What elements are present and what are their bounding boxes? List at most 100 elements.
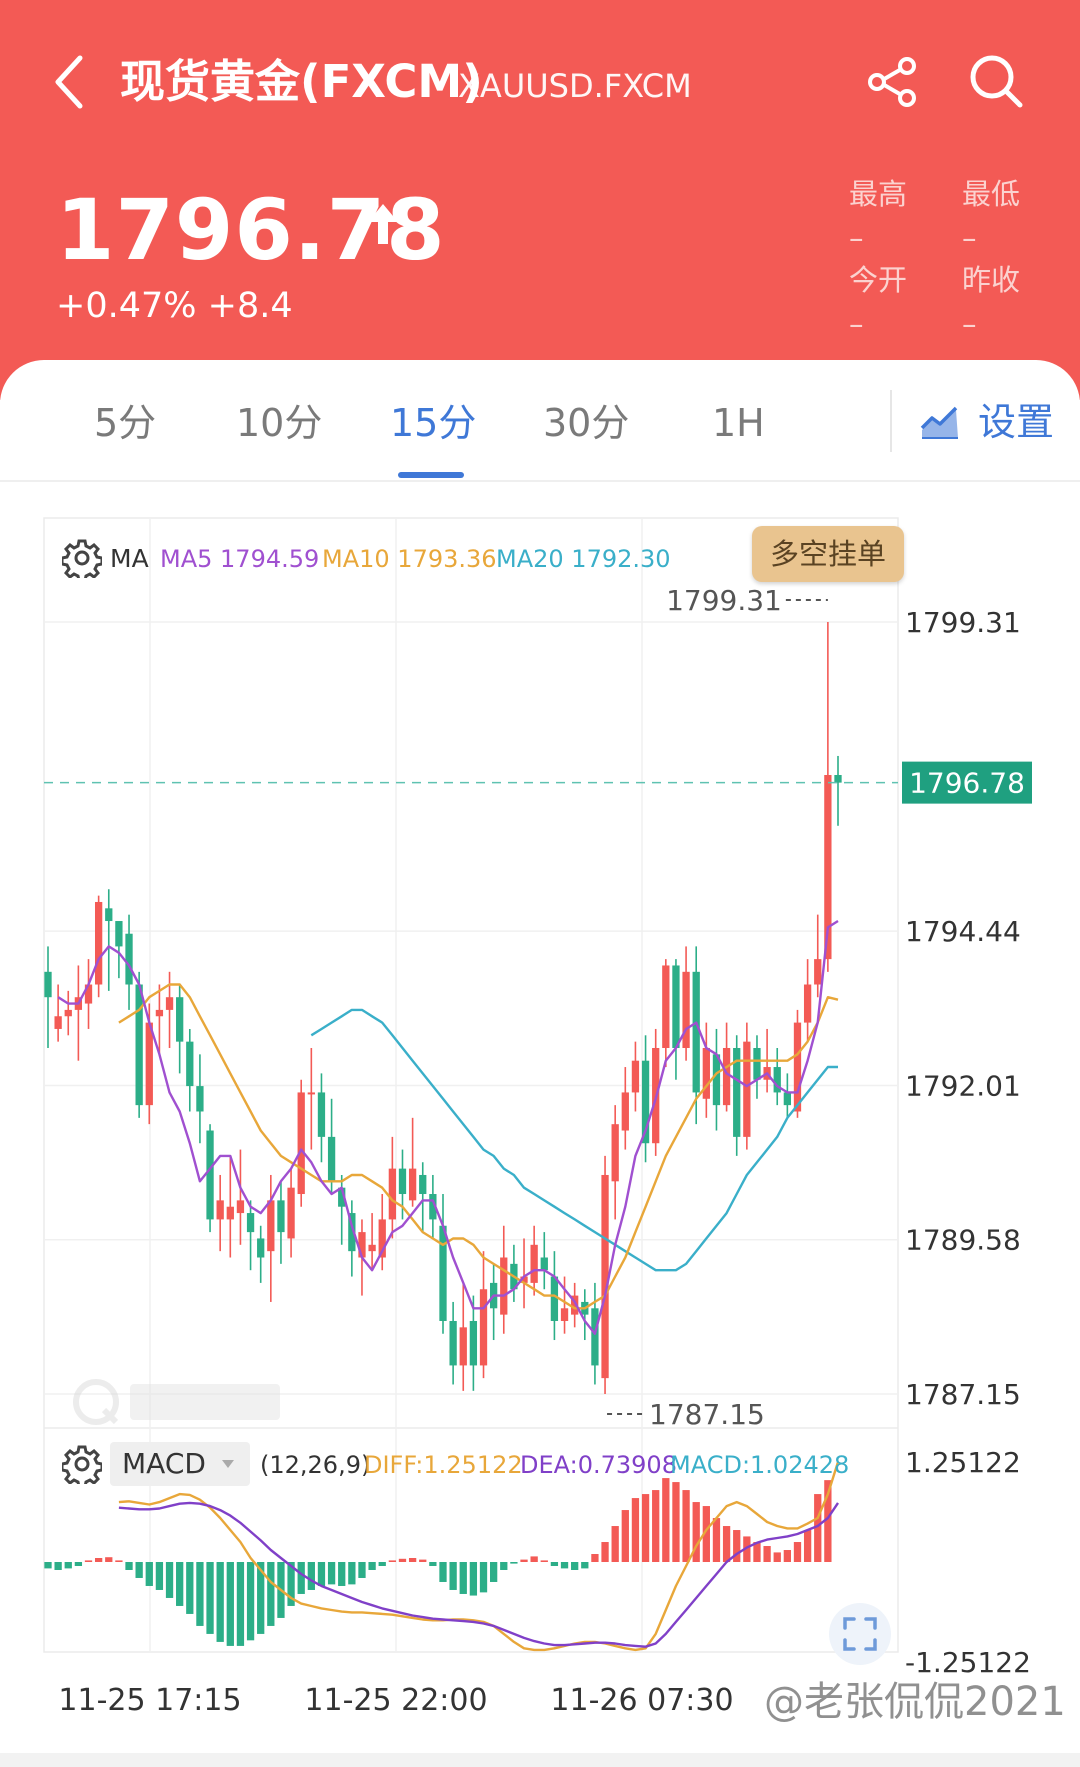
macd-histogram-bar <box>611 1526 619 1562</box>
indicator-select-label: MACD <box>122 1447 206 1480</box>
candle-body <box>753 1047 761 1080</box>
indicator-select[interactable]: MACD <box>110 1442 250 1486</box>
macd-histogram-bar <box>500 1562 508 1570</box>
ma10-line <box>118 983 839 1310</box>
macd-histogram-bar <box>601 1542 609 1562</box>
candle-body <box>54 1016 62 1029</box>
ma5-line <box>57 919 839 1335</box>
y-tick-label: 1799.31 <box>905 606 1021 639</box>
stat-prev-close-value: – <box>962 307 977 341</box>
stat-high-value: – <box>849 221 864 255</box>
candle-body <box>338 1187 346 1207</box>
gear-icon[interactable] <box>62 538 102 578</box>
ma20-value: MA20 1792.30 <box>496 545 671 573</box>
macd-histogram-bar <box>581 1562 589 1569</box>
candle-body <box>459 1327 467 1366</box>
candle-body <box>115 921 123 947</box>
macd-histogram-bar <box>236 1562 245 1646</box>
stat-open-label: 今开 <box>849 263 908 297</box>
ma-label: MA <box>110 544 149 573</box>
arrow-up-icon <box>368 204 398 244</box>
area-chart-icon <box>920 406 958 439</box>
price-chart[interactable]: 1796.78 1799.31 1794.44 1792.01 1789.58 1787.… <box>0 482 1080 1767</box>
candle-body <box>317 1092 326 1137</box>
candle-body <box>672 965 680 1048</box>
tab-divider <box>890 390 892 452</box>
y-tick-label: 1794.44 <box>905 915 1021 948</box>
instrument-title: 现货黄金(FXCM) <box>120 55 483 108</box>
candle-body <box>165 997 174 1010</box>
candle-body <box>550 1276 559 1321</box>
share-button[interactable] <box>862 52 922 112</box>
back-button[interactable] <box>44 46 100 118</box>
candle-body <box>631 1060 640 1093</box>
macd-histogram-bar <box>408 1558 417 1562</box>
macd-histogram-bar <box>814 1494 822 1562</box>
candle-body <box>530 1244 538 1283</box>
macd-histogram-bar <box>560 1562 569 1569</box>
macd-histogram-bar <box>74 1562 83 1566</box>
macd-dea-value: DEA:0.73908 <box>520 1451 677 1479</box>
macd-histogram-bar <box>155 1562 164 1590</box>
macd-histogram-bar <box>44 1562 52 1569</box>
share-icon <box>868 57 916 107</box>
macd-histogram-bar <box>398 1558 407 1562</box>
macd-histogram-bar <box>692 1502 700 1562</box>
candle-body <box>803 984 812 1023</box>
macd-histogram-bar <box>105 1557 113 1562</box>
macd-histogram-bar <box>317 1562 326 1586</box>
stat-low-value: – <box>962 221 977 255</box>
author-watermark: @老张侃侃2021 <box>764 1679 1066 1725</box>
candle-body <box>176 997 184 1042</box>
macd-histogram-bar <box>267 1562 275 1626</box>
candle-body <box>449 1320 457 1366</box>
candle-body <box>378 1219 386 1258</box>
x-axis-label: 11-25 22:00 <box>304 1683 487 1718</box>
bottom-edge <box>0 1753 1080 1767</box>
macd-histogram-bar <box>571 1562 579 1570</box>
quote-header: 现货黄金(FXCM) XAUUSD.FXCM 1796.78 +0.47% +8… <box>0 0 1080 400</box>
macd-histogram-bar <box>186 1562 194 1614</box>
candle-body <box>64 1009 72 1017</box>
candle-body <box>145 1022 153 1106</box>
candle-body <box>105 908 113 922</box>
macd-histogram-bar <box>793 1542 802 1562</box>
tab-30min[interactable]: 30分 <box>543 401 630 445</box>
macd-histogram-bar <box>419 1559 427 1562</box>
candle-body <box>540 1257 548 1271</box>
macd-diff-value: DIFF:1.25122 <box>364 1451 523 1479</box>
gear-icon[interactable] <box>62 1444 102 1484</box>
macd-histogram-bar <box>226 1562 234 1646</box>
macd-histogram-bar <box>297 1562 305 1594</box>
candle-body <box>186 1041 194 1087</box>
macd-histogram-bar <box>257 1562 265 1634</box>
macd-histogram-bar <box>662 1478 670 1562</box>
macd-histogram-bar <box>773 1552 781 1562</box>
tab-15min[interactable]: 15分 <box>390 401 477 445</box>
x-axis-label: 11-26 07:30 <box>550 1683 733 1718</box>
candle-body <box>601 1174 609 1379</box>
stat-open-value: – <box>849 307 864 341</box>
macd-histogram-bar <box>520 1559 528 1562</box>
macd-histogram-bar <box>824 1480 832 1562</box>
macd-histogram-bar <box>763 1546 771 1562</box>
search-button[interactable] <box>965 50 1027 112</box>
tab-5min[interactable]: 5分 <box>94 401 157 445</box>
tab-1h[interactable]: 1H <box>712 401 765 445</box>
candle-body <box>500 1257 508 1315</box>
candle-body <box>358 1232 366 1258</box>
macd-histogram-bar <box>540 1560 548 1562</box>
macd-tick-label: -1.25122 <box>905 1646 1031 1679</box>
fullscreen-button[interactable] <box>829 1603 891 1665</box>
tab-10min[interactable]: 10分 <box>236 401 323 445</box>
pending-orders-button[interactable]: 多空挂单 <box>752 526 904 582</box>
candle-body <box>236 1200 245 1214</box>
candle-body <box>368 1244 376 1252</box>
macd-histogram-bar <box>803 1530 812 1562</box>
macd-diff-line <box>118 1461 840 1652</box>
caret-down-icon <box>222 1460 234 1468</box>
macd-histogram-bar <box>712 1518 721 1562</box>
candle-body <box>834 775 842 783</box>
y-tick-label: 1789.58 <box>905 1224 1021 1257</box>
candle-body <box>439 1225 447 1321</box>
